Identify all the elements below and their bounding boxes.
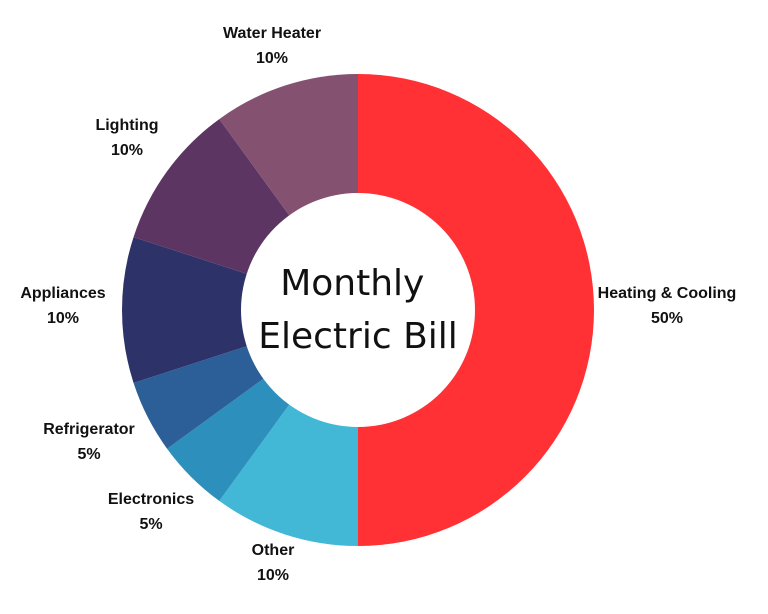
chart-title: Monthly Electric Bill: [258, 263, 458, 357]
donut-hole: [241, 193, 475, 427]
chart-title-line-1: Monthly: [280, 263, 424, 304]
slice-label: Refrigerator 5%: [43, 421, 135, 463]
slice-category-label: Other: [252, 542, 295, 559]
slice-category-label: Lighting: [95, 117, 158, 134]
slice-value-label: 5%: [139, 516, 162, 533]
chart-title-line-2: Electric Bill: [258, 316, 458, 357]
slice-category-label: Appliances: [20, 285, 105, 302]
slice-category-label: Refrigerator: [43, 421, 135, 438]
slice-value-label: 10%: [47, 310, 79, 327]
slice-labels: Heating & Cooling 50% Other 10% Electronics 5…: [20, 25, 736, 584]
slice-category-label: Heating & Cooling: [598, 285, 737, 302]
slice-value-label: 10%: [256, 50, 288, 67]
slice-value-label: 50%: [651, 310, 683, 327]
slice-value-label: 5%: [77, 446, 100, 463]
slice-label: Water Heater 10%: [223, 25, 321, 67]
slice-label: Appliances 10%: [20, 285, 105, 327]
slice-value-label: 10%: [111, 142, 143, 159]
slice-heating-cooling: [358, 74, 594, 546]
slice-label: Lighting 10%: [95, 117, 158, 159]
slice-value-label: 10%: [257, 567, 289, 584]
slice-category-label: Water Heater: [223, 25, 321, 42]
slice-label: Heating & Cooling 50%: [598, 285, 737, 327]
slice-category-label: Electronics: [108, 491, 194, 508]
slice-label: Electronics 5%: [108, 491, 194, 533]
slice-label: Other 10%: [252, 542, 295, 584]
slice-appliances: [122, 237, 359, 383]
